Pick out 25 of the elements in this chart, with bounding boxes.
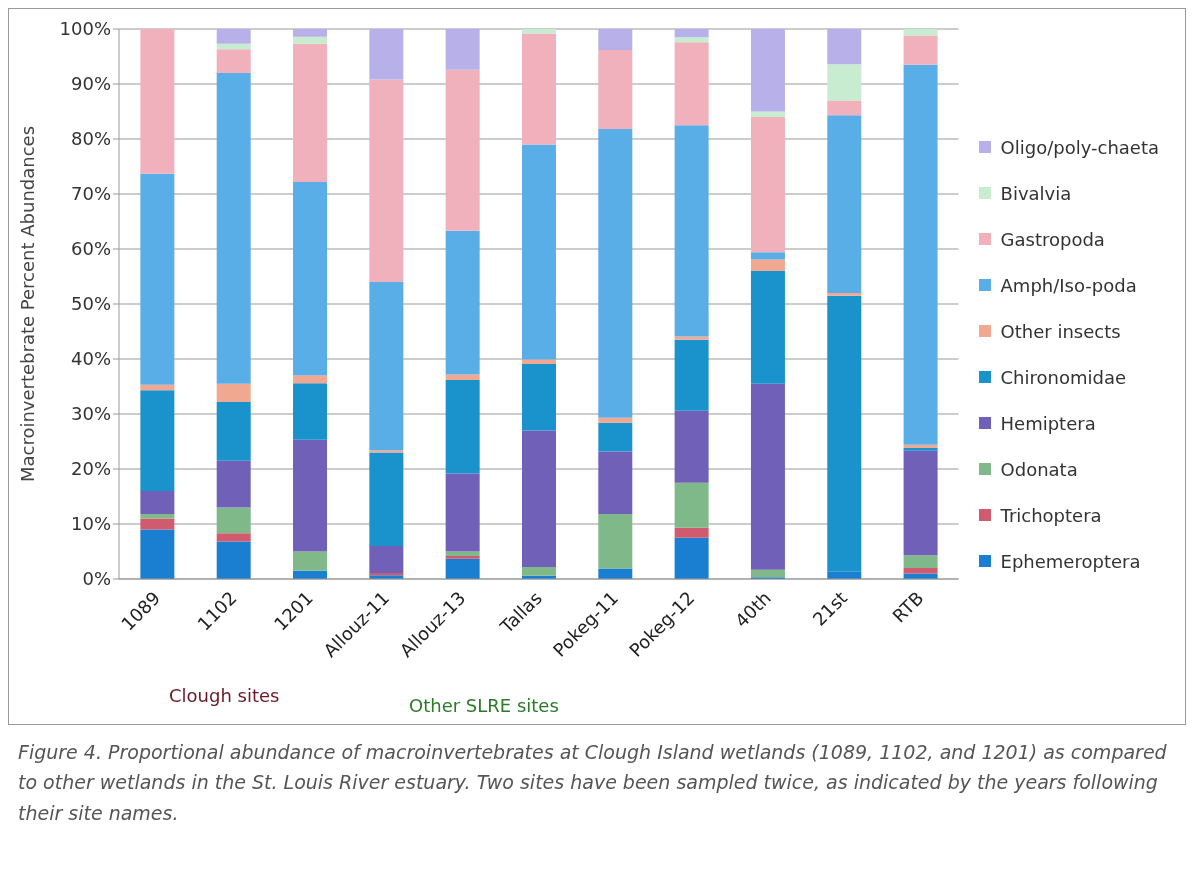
y-tick-label: 80%: [70, 128, 111, 150]
y-tick-label: 0%: [82, 568, 111, 590]
text: Other SLRE sites: [409, 695, 559, 716]
legend-label: Amph/Iso-poda: [999, 273, 1138, 298]
legend-label: Oligo/poly-chaeta: [999, 135, 1159, 160]
legend-label: Hemiptera: [999, 411, 1097, 436]
legend-label: Bivalvia: [999, 181, 1073, 206]
y-tick-label: 20%: [70, 458, 111, 480]
y-tick-label: 50%: [70, 293, 111, 315]
legend-label: Ephemeroptera: [999, 549, 1142, 574]
y-tick-label: 40%: [70, 348, 111, 370]
y-tick-label: 30%: [70, 403, 111, 425]
y-tick-label: 70%: [70, 183, 111, 205]
legend-label: Chironomidae: [999, 365, 1128, 390]
legend-label: Odonata: [999, 457, 1079, 482]
legend-label: Other insects: [999, 319, 1122, 344]
y-tick-label: 60%: [70, 238, 111, 260]
y-tick-label: 10%: [70, 513, 111, 535]
text: Clough sites: [169, 685, 281, 708]
y-axis-title: Macroinvertebrate Percent Abundances: [17, 125, 39, 483]
y-tick-label: 90%: [70, 73, 111, 95]
y-tick-label: 100%: [59, 18, 111, 40]
caption: Figure 4. Proportional abundance of macroinvertebrates at Clough Island wetlands (1089, 1102, and 1201) as compared to other wetlands in the St. Louis River estuary. Two sites have been sampled twice, as indicated by the years following their site names.: [17, 740, 1168, 826]
legend-label: Gastropoda: [999, 227, 1106, 252]
legend-label: Trichoptera: [999, 503, 1103, 528]
